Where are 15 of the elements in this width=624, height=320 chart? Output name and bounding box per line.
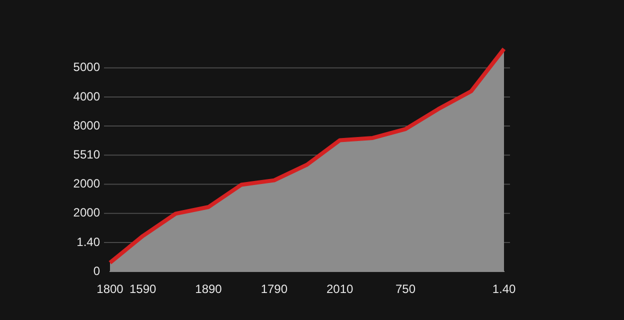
text: 0 bbox=[93, 264, 100, 278]
x-tick-label: 2010 bbox=[326, 282, 354, 296]
text: 2000 bbox=[73, 176, 100, 191]
text: 5510 bbox=[73, 147, 100, 162]
text: 5000 bbox=[73, 60, 100, 74]
text: 2000 bbox=[73, 206, 100, 220]
text: 1.40 bbox=[76, 234, 100, 249]
x-tick-label: 1.40 bbox=[492, 282, 516, 296]
x-tick-label: 1800 bbox=[96, 282, 124, 296]
text: 8000 bbox=[73, 118, 100, 132]
x-tick-label: 1790 bbox=[260, 282, 288, 296]
x-tick-label: 1890 bbox=[195, 282, 222, 296]
x-tick-label: 750 bbox=[395, 282, 416, 296]
text: 4000 bbox=[73, 89, 100, 104]
x-tick-label: 1590 bbox=[129, 282, 157, 296]
